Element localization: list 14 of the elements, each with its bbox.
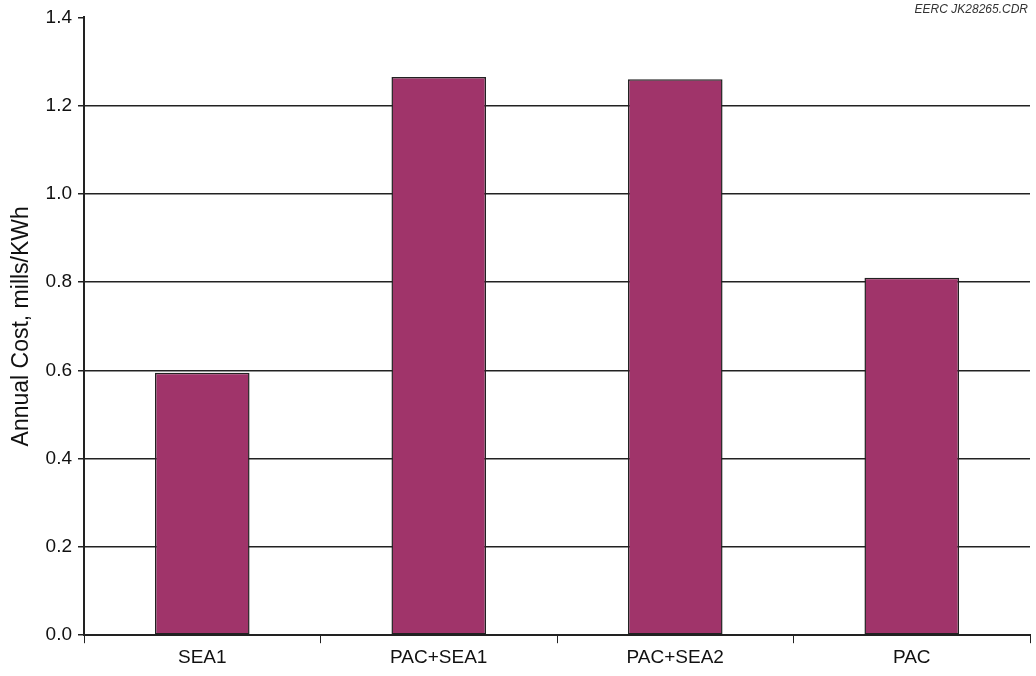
y-tick-label: 0.2 [45, 535, 73, 557]
y-tick-label: 1.2 [45, 93, 73, 115]
y-tick-label: 0.8 [45, 270, 73, 292]
y-tick-label: 1.4 [45, 5, 73, 27]
x-tick-label: PAC+SEA1 [390, 645, 488, 667]
x-tick-label: PAC+SEA2 [626, 645, 724, 667]
y-tick-label: 0.0 [45, 623, 73, 645]
text: EERC JK28265.CDR [914, 2, 1028, 16]
y-tick-label: 0.4 [45, 446, 73, 468]
x-tick-label: PAC [892, 645, 931, 667]
x-tick-label: SEA1 [177, 645, 227, 667]
y-axis-title: Annual Cost, mills/KWh [7, 206, 34, 447]
y-tick-label: 1.0 [45, 182, 73, 204]
y-tick-label: 0.6 [45, 358, 73, 380]
